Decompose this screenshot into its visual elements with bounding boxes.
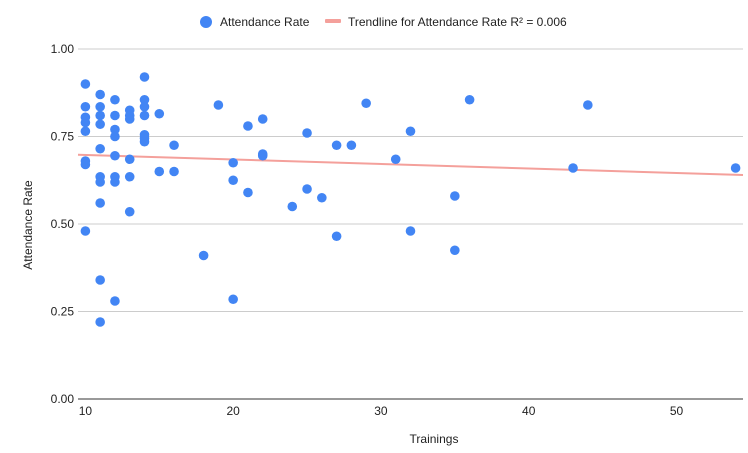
data-point <box>243 121 253 131</box>
data-point <box>302 128 312 138</box>
data-point <box>346 140 357 151</box>
data-point <box>405 226 416 236</box>
data-point <box>124 154 135 165</box>
data-point <box>583 100 593 110</box>
data-point <box>110 110 120 121</box>
y-axis-title: Attendance Rate <box>21 180 35 270</box>
y-axis-ticks: 0.00 0.25 0.50 0.75 1.00 <box>51 42 75 406</box>
data-point <box>287 201 298 212</box>
data-point <box>243 187 253 198</box>
data-points <box>80 72 741 327</box>
data-point <box>331 140 342 151</box>
x-tick-label: 40 <box>522 404 536 418</box>
y-tick-label: 0.75 <box>51 130 75 144</box>
data-point <box>80 79 91 89</box>
data-point <box>302 184 312 194</box>
data-point <box>95 198 105 208</box>
data-point <box>95 275 105 285</box>
trendline <box>77 153 744 176</box>
data-point <box>139 101 150 112</box>
data-point <box>730 163 741 173</box>
data-point <box>95 143 105 154</box>
y-tick-label: 0.25 <box>51 305 75 319</box>
y-tick-label: 0.00 <box>51 392 75 406</box>
x-tick-label: 50 <box>670 404 684 418</box>
data-point <box>139 110 150 121</box>
data-point <box>95 177 105 187</box>
data-point <box>228 294 238 305</box>
data-point <box>110 131 120 142</box>
legend: Attendance Rate Trendline for Attendance… <box>200 15 567 29</box>
x-axis-ticks: 10 20 30 40 50 <box>79 404 684 418</box>
data-point <box>110 124 120 135</box>
data-point <box>80 226 91 236</box>
data-point <box>80 101 91 112</box>
data-point <box>95 110 105 121</box>
data-point <box>110 177 120 187</box>
data-point <box>124 114 135 124</box>
data-point <box>124 171 135 182</box>
data-point <box>228 157 238 168</box>
data-point <box>154 108 165 119</box>
x-tick-label: 30 <box>374 404 388 418</box>
data-point <box>169 166 179 177</box>
data-point <box>464 94 475 105</box>
y-tick-label: 1.00 <box>51 42 75 56</box>
data-point <box>361 98 371 109</box>
data-point <box>80 126 91 137</box>
data-point <box>139 72 150 82</box>
data-point <box>213 100 224 110</box>
data-point <box>95 119 105 130</box>
trendline-group <box>77 153 744 176</box>
data-point <box>110 296 120 306</box>
gridlines <box>78 48 743 400</box>
data-point <box>95 101 105 112</box>
data-point <box>124 206 135 217</box>
data-point <box>154 166 165 177</box>
legend-marker-attendance-rate <box>200 16 212 28</box>
x-tick-label: 10 <box>79 404 93 418</box>
data-point <box>80 159 91 170</box>
x-axis-title: Trainings <box>410 432 459 446</box>
data-point <box>80 117 91 128</box>
data-point <box>390 154 401 165</box>
data-point <box>405 126 416 137</box>
y-tick-label: 0.50 <box>51 217 75 231</box>
data-point <box>257 150 268 161</box>
data-point <box>317 192 327 203</box>
data-point <box>198 250 209 261</box>
legend-label-trendline: Trendline for Attendance Rate R² = 0.006 <box>348 15 567 29</box>
data-point <box>228 175 238 186</box>
data-point <box>568 163 578 173</box>
data-point <box>139 136 150 147</box>
data-point <box>95 89 105 100</box>
data-point <box>331 231 342 242</box>
data-point <box>257 114 268 124</box>
x-tick-label: 20 <box>226 404 240 418</box>
data-point <box>95 317 105 327</box>
data-point <box>139 94 150 105</box>
data-point <box>110 150 120 161</box>
legend-marker-trendline <box>325 19 341 23</box>
data-point <box>450 191 460 201</box>
data-point <box>450 245 460 256</box>
data-point <box>110 94 120 105</box>
legend-label-attendance-rate: Attendance Rate <box>220 15 310 29</box>
data-point <box>169 140 179 151</box>
